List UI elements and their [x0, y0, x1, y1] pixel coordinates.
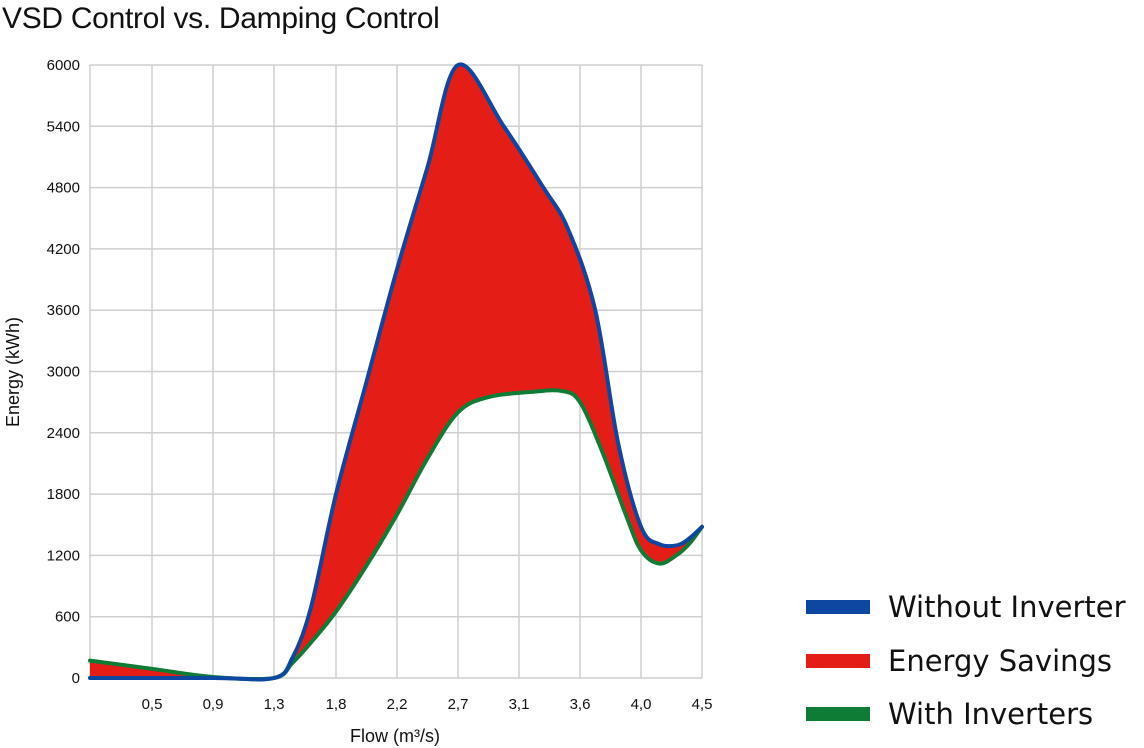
x-tick-label: 2,7 [448, 696, 469, 713]
y-tick-label: 4200 [47, 241, 80, 258]
y-tick-label: 3600 [47, 302, 80, 319]
legend-label: Without Inverter [888, 590, 1126, 624]
x-tick-label: 2,2 [387, 696, 408, 713]
x-tick-label: 1,8 [326, 696, 347, 713]
x-tick-label: 3,6 [570, 696, 591, 713]
y-tick-label: 1800 [47, 486, 80, 503]
legend-label: Energy Savings [888, 644, 1112, 678]
without-inverter-line [88, 62, 704, 682]
legend: Without Inverter Energy Savings With Inver… [806, 590, 1126, 731]
y-tick-label: 1200 [47, 547, 80, 564]
y-axis-label: Energy (kWh) [3, 317, 23, 427]
x-tick-label: 0,5 [142, 696, 163, 713]
x-tick-label: 0,9 [203, 696, 224, 713]
y-tick-label: 4800 [47, 180, 80, 197]
x-axis-label: Flow (m³/s) [350, 726, 440, 746]
series-lines [88, 62, 704, 682]
y-tick-label: 2400 [47, 425, 80, 442]
legend-swatch [806, 600, 870, 614]
tick-labels: 0 600 1200 1800 2400 3000 3600 4200 4800 5400 6000… [47, 57, 713, 713]
x-tick-label: 4,0 [631, 696, 652, 713]
y-tick-label: 6000 [47, 57, 80, 74]
x-tick-label: 3,1 [509, 696, 530, 713]
y-tick-label: 0 [72, 670, 80, 687]
energy-savings-area [90, 64, 702, 680]
energy-savings-area-layer [90, 64, 702, 680]
y-tick-label: 600 [55, 609, 80, 626]
x-tick-label: 1,3 [264, 696, 285, 713]
y-tick-label: 3000 [47, 364, 80, 381]
chart-title: VSD Control vs. Damping Control [2, 2, 440, 35]
y-tick-label: 5400 [47, 118, 80, 135]
x-tick-label: 4,5 [692, 696, 713, 713]
legend-swatch [806, 707, 870, 721]
legend-swatch [806, 654, 870, 668]
legend-label: With Inverters [888, 697, 1093, 731]
